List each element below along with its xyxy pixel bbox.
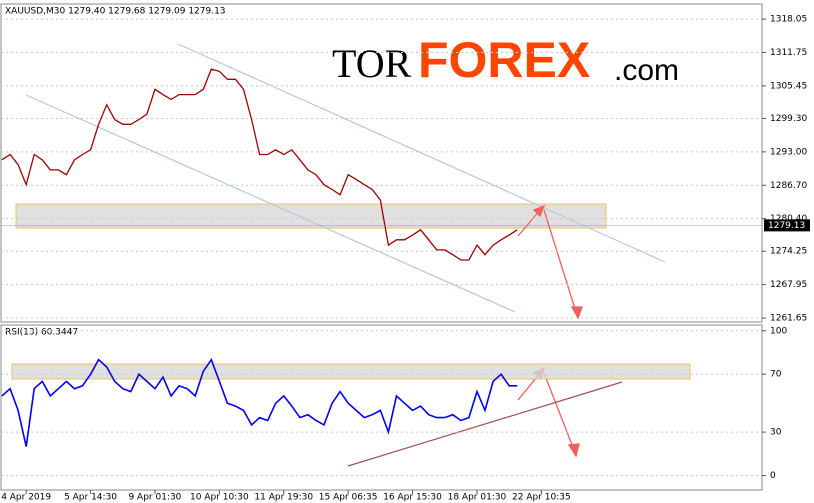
rsi-title: RSI(13) 60.3447 [5, 328, 78, 338]
x-tick-label: 18 Apr 01:30 [448, 493, 507, 503]
main-panel [0, 3, 763, 323]
y-tick-label: 1299.30 [770, 114, 807, 124]
x-tick-label: 22 Apr 10:35 [512, 493, 571, 503]
x-tick-label: 9 Apr 01:30 [128, 493, 181, 503]
watermark-tor: TOR [332, 41, 412, 86]
series-line [1, 357, 518, 447]
channel-lower [25, 94, 516, 313]
y-tick-label: 30 [770, 428, 782, 438]
y-tick-label: 70 [770, 370, 782, 380]
rsi-zone [11, 363, 691, 380]
x-tick-label: 15 Apr 06:35 [319, 493, 378, 503]
resistance-zone [15, 203, 607, 229]
x-tick-label: 5 Apr 14:30 [64, 493, 117, 503]
last-price-tag [764, 219, 810, 232]
y-tick-label: 1286.70 [770, 181, 807, 191]
x-tick-label: 11 Apr 19:30 [254, 493, 313, 503]
y-tick-label: 100 [770, 326, 787, 336]
chart-title: XAUUSD,M30 1279.40 1279.68 1279.09 1279.… [5, 7, 226, 17]
y-tick-label: 1267.95 [770, 280, 807, 290]
y-tick-label: 1293.00 [770, 147, 807, 157]
rsi-trendline [347, 381, 623, 467]
y-tick-label: 1280.40 [770, 214, 807, 224]
x-tick-label: 4 Apr 2019 [1, 493, 51, 503]
y-tick-label: 1274.25 [770, 247, 807, 257]
y-tick-label: 0 [770, 471, 776, 481]
rsi-panel [0, 324, 763, 491]
forecast-arrows [517, 204, 583, 458]
watermark-forex: FOREX [418, 32, 590, 88]
x-tick-label: 16 Apr 15:30 [383, 493, 442, 503]
y-tick-label: 1261.65 [770, 314, 807, 324]
x-tick-label: 10 Apr 10:30 [190, 493, 249, 503]
y-tick-label: 1311.75 [770, 48, 807, 58]
y-tick-label: 1318.05 [770, 15, 807, 25]
last-price-label: 1279.13 [768, 221, 805, 231]
series-line [1, 68, 518, 261]
watermark-com: .com [614, 54, 679, 87]
y-tick-label: 1305.45 [770, 81, 807, 91]
